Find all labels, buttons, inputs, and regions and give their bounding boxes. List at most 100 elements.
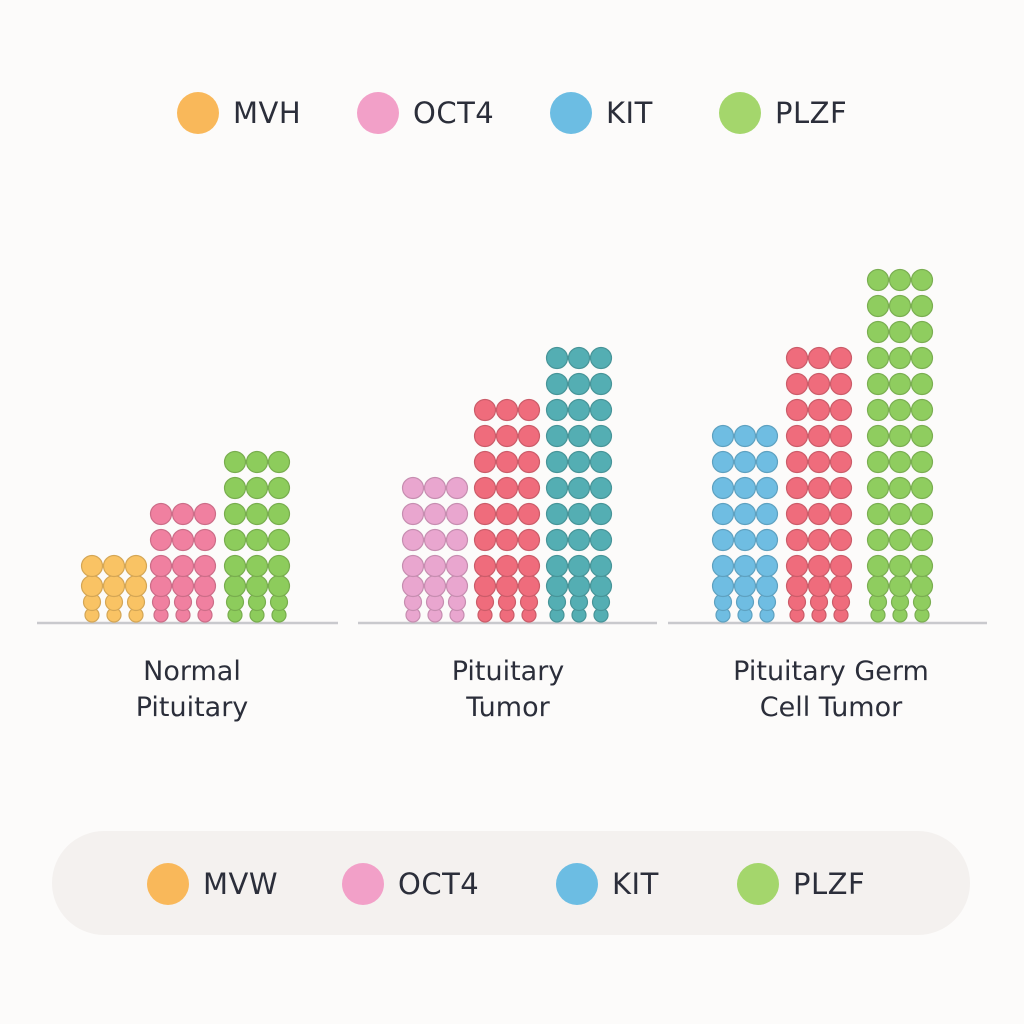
legend-bottom-swatch [147, 863, 189, 905]
bar-dot [755, 424, 779, 448]
bar-dot [423, 554, 447, 578]
bar-dot [267, 476, 291, 500]
bar-dot [888, 502, 912, 526]
bar-dot [567, 372, 591, 396]
legend-bottom: MVW OCT4 KIT PLZF [0, 862, 1024, 906]
bar-dot [495, 528, 519, 552]
bar-dot [910, 294, 934, 318]
legend-top-item-plzf: PLZF [719, 91, 847, 135]
bar-dot [401, 528, 425, 552]
bar-dot [589, 346, 613, 370]
bar-dot [866, 320, 890, 344]
bar-dot [910, 320, 934, 344]
bar-dot [755, 476, 779, 500]
bar-dot [755, 450, 779, 474]
legend-top-swatch [550, 92, 592, 134]
bar-dot [829, 476, 853, 500]
bar-dot [545, 346, 569, 370]
bar-dot [545, 424, 569, 448]
bar-dot [755, 502, 779, 526]
bar-dot [517, 476, 541, 500]
bar-dot [910, 450, 934, 474]
bar-dot [733, 554, 757, 578]
bar-dot [807, 502, 831, 526]
bar-dot [866, 424, 890, 448]
bar-dot [193, 554, 217, 578]
bar-dot [807, 554, 831, 578]
bar-dot [785, 528, 809, 552]
bar-dot [866, 294, 890, 318]
bar-dot [545, 372, 569, 396]
bar-dot [910, 502, 934, 526]
legend-top-item-mvh: MVH [177, 91, 301, 135]
bar-dot [495, 450, 519, 474]
bar-dot [80, 574, 104, 598]
bar-dot [866, 574, 890, 598]
bar-dot [888, 346, 912, 370]
bar-dot [193, 528, 217, 552]
legend-top-label: MVH [233, 96, 302, 130]
bar-dot [910, 554, 934, 578]
legend-top-label: PLZF [775, 96, 848, 130]
bar-dot [517, 450, 541, 474]
bar-dot [495, 554, 519, 578]
bar-dot [910, 424, 934, 448]
legend-top-swatch [719, 92, 761, 134]
bar-dot [495, 502, 519, 526]
bar-oct4 [149, 502, 217, 623]
bar-dot [517, 554, 541, 578]
bar-dot [888, 554, 912, 578]
bar-dot [473, 528, 497, 552]
bar-dot [829, 346, 853, 370]
bar-dot [149, 502, 173, 526]
bar-dot [517, 574, 541, 598]
bar-dot [829, 554, 853, 578]
legend-bottom-item-oct4: OCT4 [342, 862, 479, 906]
bar-dot [517, 398, 541, 422]
bar-dot [445, 476, 469, 500]
bar-dot [80, 554, 104, 578]
legend-top: MVH OCT4 KIT PLZF [0, 91, 1024, 135]
legend-bottom-swatch [342, 863, 384, 905]
legend-bottom-item-kit: KIT [556, 862, 659, 906]
bar-dot [888, 528, 912, 552]
bar-dot [567, 476, 591, 500]
bar-dot [785, 554, 809, 578]
bar-dot [517, 424, 541, 448]
bar-dot [888, 320, 912, 344]
bar-dot [589, 450, 613, 474]
bar-dot [910, 268, 934, 292]
bar-dot [589, 372, 613, 396]
bar-dot [245, 502, 269, 526]
bar-dot [545, 502, 569, 526]
bar-dot [733, 574, 757, 598]
bar-dot [866, 554, 890, 578]
legend-bottom-swatch [556, 863, 598, 905]
bar-dot [223, 574, 247, 598]
bar-oct4 [473, 398, 541, 623]
bar-dot [245, 554, 269, 578]
bar-dot [755, 528, 779, 552]
bar-dot [223, 450, 247, 474]
bar-dot [589, 398, 613, 422]
bar-dot [807, 424, 831, 448]
bar-dot [829, 528, 853, 552]
bar-dot [267, 450, 291, 474]
legend-top-item-oct4: OCT4 [357, 91, 494, 135]
bar-dot [829, 574, 853, 598]
legend-bottom-panel [52, 831, 970, 935]
bar-dot [866, 476, 890, 500]
bar-dot [711, 450, 735, 474]
legend-bottom-item-plzf: PLZF [737, 862, 865, 906]
bar-oct4 [785, 346, 853, 623]
bar-dot [711, 574, 735, 598]
bar-dot [755, 554, 779, 578]
bar-dot [589, 574, 613, 598]
bar-dot [445, 502, 469, 526]
bar-dot [223, 502, 247, 526]
bar-dot [171, 528, 195, 552]
bar-dot [785, 398, 809, 422]
category-label: Cell Tumor [760, 692, 903, 723]
legend-top-item-kit: KIT [550, 91, 653, 135]
